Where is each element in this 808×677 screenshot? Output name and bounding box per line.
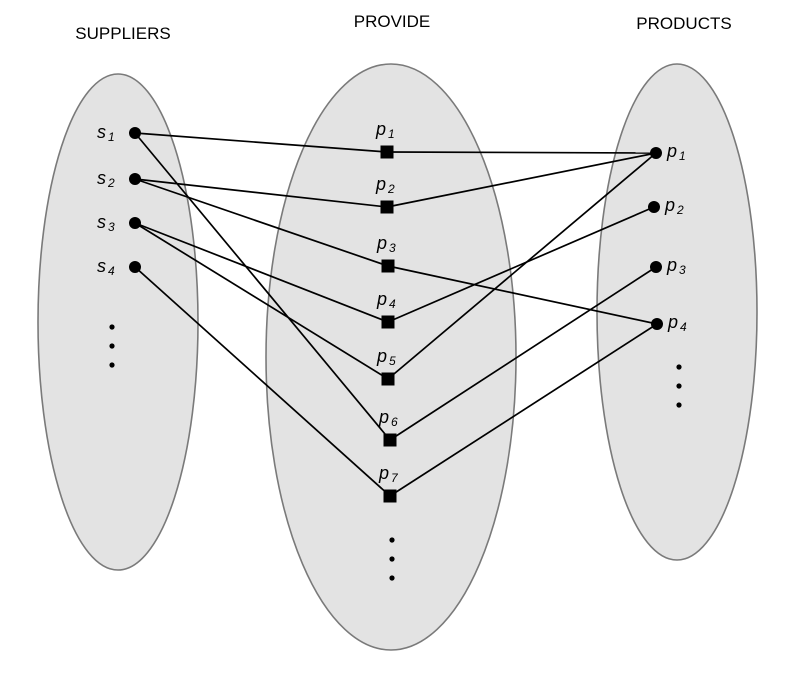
provide-heading: PROVIDE [354,12,431,31]
products-set-oval [596,63,758,561]
product-node-p4 [651,318,663,330]
products-heading: PRODUCTS [636,14,731,33]
supplier-node-s3 [129,217,141,229]
suppliers-heading: SUPPLIERS [75,24,170,43]
products-more-ellipsis [676,364,682,408]
product-node-p2 [648,201,660,213]
edge-r3-p4 [387,265,658,325]
provide-node-r7 [383,489,397,503]
edge-s1-r1 [134,132,388,153]
suppliers-more-ellipsis [109,324,115,368]
provide-set-oval [265,63,517,651]
provide-node-r3 [381,259,395,273]
supplier-node-s1 [129,127,141,139]
provide-node-r2 [380,200,394,214]
provide-node-r1 [380,145,394,159]
edge-r5-p1 [387,152,657,380]
edge-s1-r6 [134,132,391,441]
product-node-p1 [650,147,662,159]
provide-more-ellipsis [389,537,395,581]
edge-s3-r4 [134,222,389,323]
edge-s4-r7 [134,266,391,497]
edge-s3-r5 [134,222,389,380]
edges-layer [134,132,658,497]
provide-node-r6 [383,433,397,447]
suppliers-set-oval [37,73,199,571]
edge-r7-p4 [389,323,658,497]
product-node-p3 [650,261,662,273]
edge-s2-r3 [134,178,389,267]
edge-r6-p3 [389,266,657,441]
edge-r2-p1 [386,152,657,208]
edge-r4-p2 [387,206,655,323]
supplier-node-s2 [129,173,141,185]
provide-node-r4 [381,315,395,329]
nodes-layer: s 1 s 2 s 3 s 4 p 1 p 2 p 3 p 4 p 5 p 6 p 7 p 1 p 2 p 3 p 4 [97,119,687,503]
supplier-node-s4 [129,261,141,273]
edge-r1-p1 [386,151,657,154]
provide-node-r5 [381,372,395,386]
